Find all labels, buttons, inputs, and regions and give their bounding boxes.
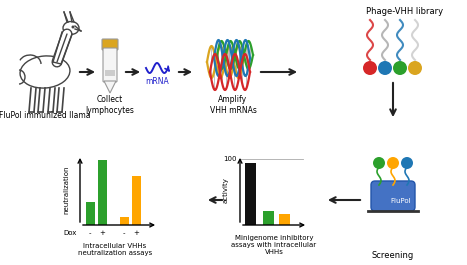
Circle shape	[408, 61, 422, 75]
Circle shape	[363, 61, 377, 75]
Text: -: -	[89, 230, 91, 236]
Bar	[98, 160, 106, 225]
Text: +: +	[133, 230, 139, 236]
Bar	[132, 176, 141, 225]
Circle shape	[387, 157, 399, 169]
Circle shape	[393, 61, 407, 75]
Text: activity: activity	[223, 177, 229, 203]
Text: +: +	[99, 230, 105, 236]
Text: Intracellular VHHs
neutralization assays: Intracellular VHHs neutralization assays	[78, 242, 152, 255]
Text: neutralization: neutralization	[63, 166, 69, 214]
Polygon shape	[104, 81, 116, 93]
Text: Screening: Screening	[372, 250, 414, 259]
Bar	[262, 211, 274, 225]
Bar	[85, 202, 94, 225]
Bar	[105, 70, 115, 76]
Text: 100: 100	[224, 156, 237, 162]
Text: Phage-VHH library: Phage-VHH library	[367, 7, 444, 16]
Text: -: -	[123, 230, 125, 236]
Text: Minigenome inhibitory
assays with intracellular
VHHs: Minigenome inhibitory assays with intrac…	[232, 235, 317, 255]
Circle shape	[401, 157, 413, 169]
Text: mRNA: mRNA	[145, 77, 169, 86]
Circle shape	[378, 61, 392, 75]
Circle shape	[71, 25, 75, 29]
Bar	[278, 214, 290, 225]
FancyBboxPatch shape	[102, 39, 118, 50]
Text: Amplify
VHH mRNAs: Amplify VHH mRNAs	[210, 95, 256, 115]
Bar	[120, 217, 128, 225]
Text: Dox: Dox	[64, 230, 77, 236]
Bar	[245, 163, 255, 225]
FancyBboxPatch shape	[371, 181, 415, 211]
Text: Collect
lymphocytes: Collect lymphocytes	[85, 95, 134, 115]
Circle shape	[373, 157, 385, 169]
FancyBboxPatch shape	[103, 48, 117, 82]
Text: FluPol immunized llama: FluPol immunized llama	[0, 111, 91, 120]
Text: FluPol: FluPol	[391, 198, 411, 204]
